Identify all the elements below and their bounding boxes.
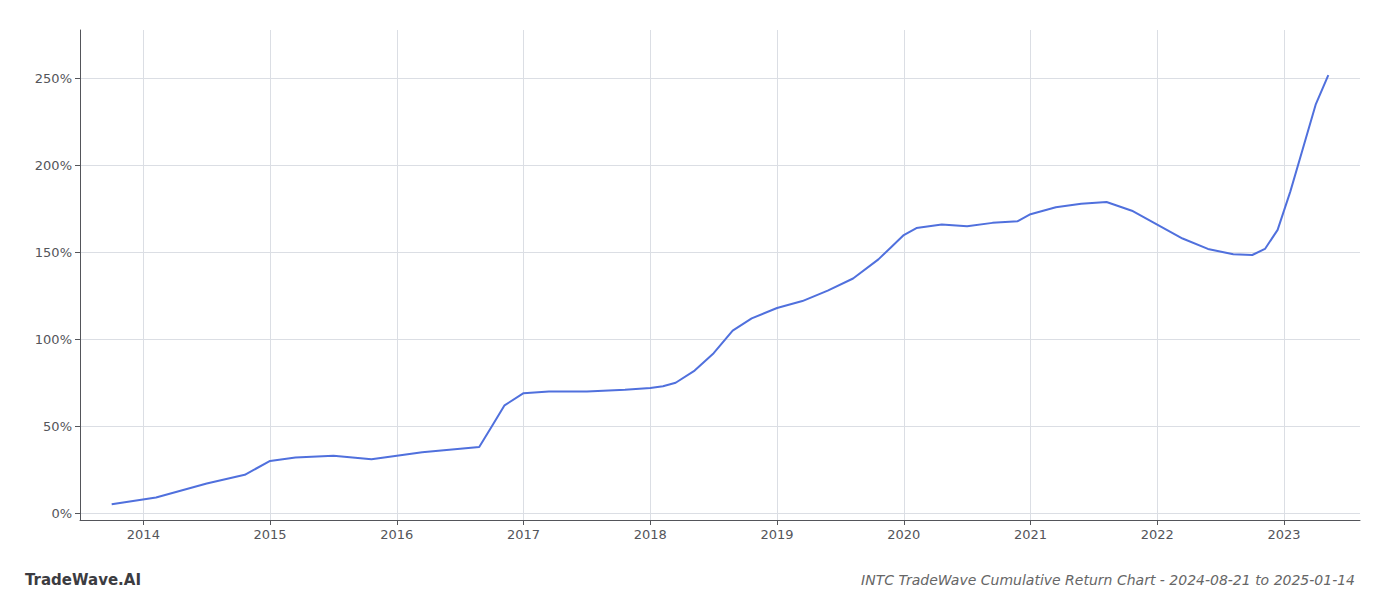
svg-text:150%: 150% <box>35 245 72 260</box>
svg-text:2020: 2020 <box>887 527 920 542</box>
svg-text:2014: 2014 <box>127 527 160 542</box>
svg-text:2015: 2015 <box>254 527 287 542</box>
svg-text:250%: 250% <box>35 71 72 86</box>
svg-text:200%: 200% <box>35 158 72 173</box>
svg-text:2018: 2018 <box>634 527 667 542</box>
svg-text:TradeWave.AI: TradeWave.AI <box>25 571 141 589</box>
svg-text:2019: 2019 <box>760 527 793 542</box>
svg-text:100%: 100% <box>35 332 72 347</box>
svg-text:2022: 2022 <box>1141 527 1174 542</box>
svg-text:2023: 2023 <box>1267 527 1300 542</box>
svg-text:2017: 2017 <box>507 527 540 542</box>
svg-text:50%: 50% <box>43 419 72 434</box>
svg-text:2021: 2021 <box>1014 527 1047 542</box>
svg-text:INTC TradeWave Cumulative Retu: INTC TradeWave Cumulative Return Chart -… <box>861 572 1355 588</box>
svg-text:0%: 0% <box>51 506 72 521</box>
svg-text:2016: 2016 <box>380 527 413 542</box>
